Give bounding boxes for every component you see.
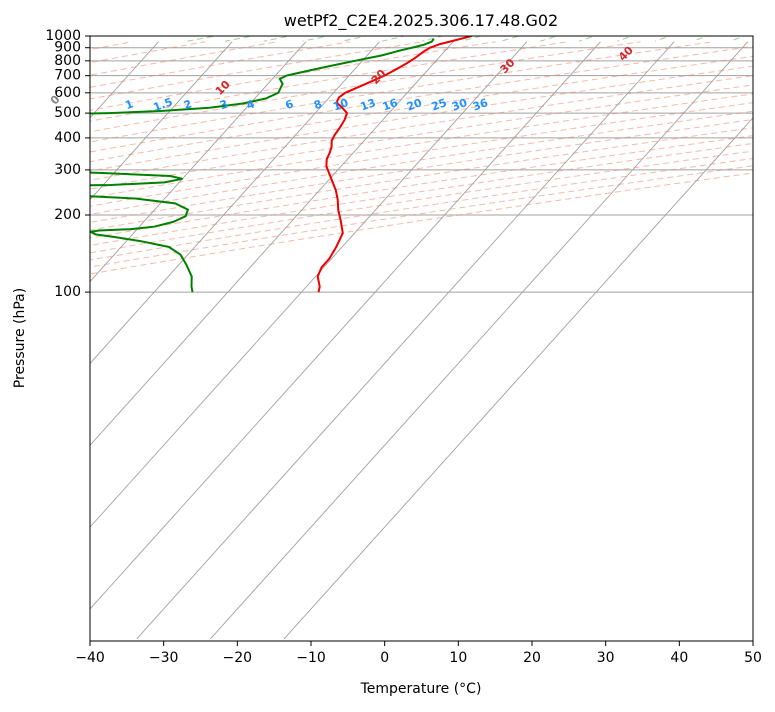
mixing-ratio-label: 4 [245,97,257,112]
isotherm-line [90,41,528,528]
moist-adiabat-line [461,36,483,42]
isotherm-line [90,41,233,201]
x-tick-label: −10 [296,650,326,666]
x-tick-label: −40 [75,650,105,666]
dry-adiabat-line [90,45,753,153]
isotherm-line [90,41,454,446]
y-tick-label: 1000 [45,28,81,44]
y-tick-label: 600 [54,85,81,101]
mixing-ratio-label: 3 [218,97,230,112]
moist-adiabat-line [500,36,521,42]
moist-adiabat-line [342,36,369,42]
isotherm-line [210,41,749,640]
y-tick-label: 800 [54,53,81,69]
mixing-ratio-label: 2 [182,97,194,112]
moist-adiabat-line [692,36,709,42]
y-tick-label: 500 [54,105,81,121]
moist-adiabat-line [421,36,445,42]
y-tick-label: 700 [54,68,81,84]
mixing-ratio-label: 25 [430,96,449,113]
moist-adiabat-line [302,36,330,42]
temperature-profile-line [316,36,472,293]
mixing-ratio-label: 1.5 [152,95,175,114]
mixing-ratio-label: 1 [123,97,135,112]
x-axis-label: Temperature (°C) [360,681,482,697]
y-tick-label: 200 [54,207,81,223]
x-tick-label: 30 [597,650,615,666]
moist-adiabat-line [730,36,746,42]
isotherm-line [136,41,675,640]
dry-adiabat-line [90,119,753,223]
chart-title: wetPf2_C2E4.2025.306.17.48.G02 [284,11,558,31]
dry-adiabat-line [90,127,753,231]
y-tick-label: 900 [54,40,81,56]
isotherm-line [90,41,380,365]
dry-adiabat-line [90,135,753,239]
y-tick-label: 100 [54,284,81,300]
dry-adiabat-line [90,55,753,163]
x-tick-label: 40 [670,650,688,666]
mixing-ratio-label: 13 [359,96,378,113]
mixing-ratio-label: 16 [381,96,400,114]
moist-adiabat-line [655,36,671,42]
isotherm-line [90,41,601,610]
x-tick-label: 0 [380,650,389,666]
mixing-ratio-label: 20 [405,96,424,114]
x-tick-label: 20 [523,650,541,666]
dry-adiabat-line [90,41,714,143]
mixing-ratio-label: 8 [312,97,324,112]
mixing-ratio-label: 6 [284,97,296,112]
x-tick-label: 10 [449,650,467,666]
dewpoint-profile-line [90,38,435,293]
y-tick-label: 400 [54,130,81,146]
x-tick-label: 50 [744,650,762,666]
plot-frame [89,35,754,642]
moist-adiabat-line [225,36,255,42]
y-axis-label: Pressure (hPa) [12,288,28,388]
isotherm-line [90,41,307,283]
mixing-ratio-label: 10 [331,96,350,114]
moist-adiabat-line [263,36,293,42]
x-tick-label: −30 [149,650,179,666]
isotherm-line [283,117,753,640]
x-tick-label: −20 [223,650,253,666]
mixing-ratio-label: 36 [471,96,490,114]
y-tick-label: 300 [54,162,81,178]
mixing-ratio-label: 30 [450,96,469,114]
